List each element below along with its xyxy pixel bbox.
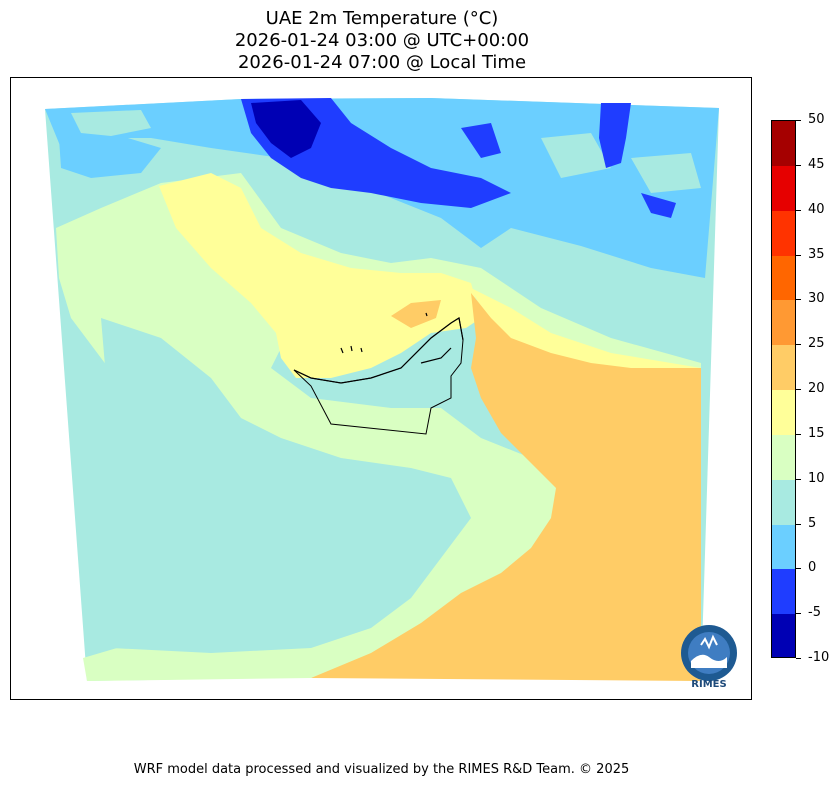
colorbar-segment — [772, 524, 795, 571]
colorbar-tick — [796, 209, 801, 211]
map-frame: RIMES — [10, 77, 752, 700]
mild-region-north — [71, 110, 701, 193]
colorbar-segment — [772, 300, 795, 347]
colorbar-tick-label: 50 — [808, 112, 825, 127]
colorbar-segment — [772, 569, 795, 616]
footer-credit: WRF model data processed and visualized … — [133, 762, 630, 777]
rimes-logo: RIMES — [679, 623, 739, 690]
colorbar-tick — [796, 523, 801, 525]
colorbar-tick-label: 30 — [808, 291, 825, 307]
colorbar-segment — [772, 210, 795, 257]
colorbar-tick-label: -5 — [808, 605, 821, 621]
colorbar-tick — [796, 613, 801, 615]
colorbar-tick — [796, 389, 801, 390]
colorbar-tick — [796, 568, 801, 570]
colorbar-tick-label: 40 — [808, 201, 825, 217]
colorbar-tick-label: 0 — [808, 560, 817, 576]
cold-region-east — [461, 103, 676, 218]
title-line-3: 2026-01-24 07:00 @ Local Time — [237, 52, 527, 73]
colorbar-tick-label: 45 — [808, 156, 825, 172]
temperature-map — [45, 98, 719, 681]
colorbar-segment — [772, 434, 795, 481]
warm-region-gulf — [159, 173, 481, 378]
colorbar-tick — [796, 344, 801, 346]
colorbar — [771, 120, 796, 658]
colorbar-tick-label: 35 — [808, 246, 825, 262]
hot-region-patch — [391, 300, 441, 328]
colorbar-tick — [796, 478, 801, 480]
very-cold-region — [251, 100, 321, 158]
colorbar-segment — [772, 121, 795, 167]
colorbar-tick — [796, 164, 801, 166]
warm-region-east — [471, 288, 701, 383]
colorbar-tick — [796, 433, 801, 435]
title-line-1: UAE 2m Temperature (°C) — [265, 8, 499, 29]
cool-region-west — [59, 133, 161, 178]
hot-region-oman — [311, 293, 701, 681]
colorbar-segment — [772, 479, 795, 526]
colorbar-tick-label: 20 — [808, 381, 825, 396]
colorbar-tick-label: 10 — [808, 470, 825, 486]
mild-region-interior — [101, 318, 471, 653]
colorbar-tick — [796, 254, 801, 256]
colorbar-tick — [796, 299, 801, 301]
uae-coastline — [293, 312, 464, 384]
colorbar-tick-label: -10 — [808, 650, 830, 665]
colorbar-tick-label: 5 — [808, 515, 817, 531]
colorbar-tick-label: 25 — [808, 336, 825, 352]
logo-text: RIMES — [691, 679, 727, 690]
colorbar-segment — [772, 390, 795, 436]
colorbar-segment — [772, 614, 795, 657]
colorbar-segment — [772, 165, 795, 212]
colorbar-segment — [772, 345, 795, 391]
rimes-logo-icon — [681, 625, 737, 681]
colorbar-segment — [772, 255, 795, 302]
colorbar-tick — [796, 658, 801, 659]
colorbar-tick — [796, 120, 801, 121]
colorbar-tick-label: 15 — [808, 425, 825, 441]
title-line-2: 2026-01-24 03:00 @ UTC+00:00 — [234, 30, 530, 51]
